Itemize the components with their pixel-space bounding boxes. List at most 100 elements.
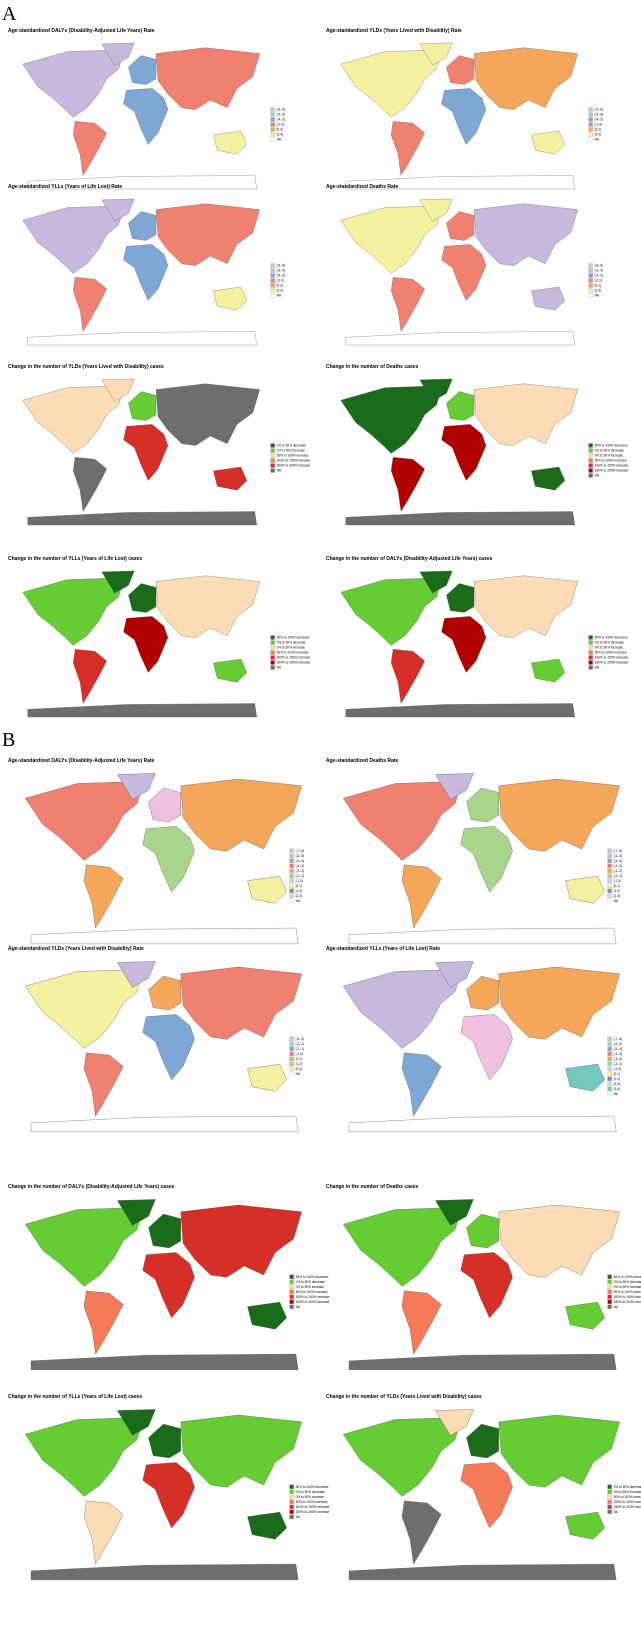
map-title: Change in the number of DALYs (Disabilit… <box>326 556 493 562</box>
legend-swatch <box>588 122 593 127</box>
world-map <box>22 378 260 526</box>
legend-label: 0% to 50% decrease <box>277 444 307 448</box>
legend-label: 150% to 200% increase <box>277 661 311 665</box>
legend-label: [-2,0) <box>595 279 602 283</box>
map-panel: Age-standardized Deaths Rate [-8,-6)[-6,-… <box>326 184 603 346</box>
legend-swatch <box>289 888 294 893</box>
world-map <box>25 1409 302 1581</box>
legend-label: [-6,-5) <box>614 1042 623 1046</box>
country-region <box>72 121 107 176</box>
legend-label: [-2,-1) <box>614 874 623 878</box>
legend-label: [-3,-2) <box>296 1042 305 1046</box>
legend-swatch <box>588 660 593 665</box>
country-region <box>30 1353 299 1371</box>
legend-swatch <box>289 1036 294 1041</box>
country-region <box>435 1199 474 1226</box>
legend-label: [-1,0) <box>296 879 303 883</box>
legend-label: NA <box>296 1072 301 1076</box>
country-region <box>27 511 257 526</box>
country-region <box>473 575 578 638</box>
country-region <box>466 1423 499 1459</box>
legend-swatch <box>270 132 275 137</box>
legend-label: 150% to 200% increase <box>595 661 629 665</box>
legend-swatch <box>588 448 593 453</box>
legend-label: [-1,0) <box>296 1052 303 1056</box>
map-panel: Change in the number of YLLs (Years of L… <box>8 556 311 718</box>
country-region <box>498 966 620 1040</box>
country-region <box>345 703 575 718</box>
map-panel: Age-standardized YLDs (Years Lived with … <box>8 946 305 1133</box>
legend-label: [-3,-2) <box>296 869 305 873</box>
country-region <box>117 1199 156 1226</box>
legend-swatch <box>289 1046 294 1051</box>
legend-label: [-1,0) <box>614 879 621 883</box>
legend-swatch <box>289 858 294 863</box>
world-map <box>343 1199 620 1371</box>
legend-label: 0% to 50% decrease <box>296 1280 326 1284</box>
country-region <box>247 875 287 904</box>
map-title: Change in the number of YLDs (Years Live… <box>326 1394 482 1400</box>
country-region <box>460 1462 513 1529</box>
legend-swatch <box>270 293 275 298</box>
legend-swatch <box>607 1304 612 1309</box>
legend-label: [0,2) <box>595 284 601 288</box>
legend-label: [-5,-4) <box>296 859 305 863</box>
world-map <box>343 773 620 945</box>
legend-swatch <box>270 283 275 288</box>
legend-label: [-3,-2) <box>614 1057 623 1061</box>
country-region <box>340 577 443 646</box>
legend-swatch <box>289 883 294 888</box>
map-title: Change in the number of YLLs (Years of L… <box>8 556 142 562</box>
country-region <box>30 1115 299 1133</box>
country-region <box>142 826 195 893</box>
legend-swatch <box>289 893 294 898</box>
legend-swatch <box>588 655 593 660</box>
country-region <box>473 383 578 446</box>
legend-swatch <box>289 1289 294 1294</box>
legend-label: [-4,-2) <box>595 118 604 122</box>
world-map <box>340 42 578 190</box>
country-region <box>435 961 474 988</box>
country-region <box>441 244 487 301</box>
legend-swatch <box>270 453 275 458</box>
country-region <box>27 175 257 190</box>
legend-label: NA <box>277 138 282 142</box>
legend-swatch <box>289 853 294 858</box>
legend-swatch <box>270 458 275 463</box>
legend-label: [-8,-6) <box>277 264 286 268</box>
legend-swatch <box>607 1294 612 1299</box>
country-region <box>25 1207 145 1287</box>
legend-swatch <box>270 112 275 117</box>
legend-label: 100% to 150% increase <box>277 656 311 660</box>
legend-swatch <box>588 463 593 468</box>
legend-label: [0,2) <box>595 128 601 132</box>
country-region <box>83 1500 124 1565</box>
legend-swatch <box>588 645 593 650</box>
legend-label: 0% to 50% increase <box>277 646 306 650</box>
legend-swatch <box>270 137 275 142</box>
country-region <box>401 1290 442 1355</box>
legend-label: [-8,-6) <box>277 108 286 112</box>
world-map <box>25 1199 302 1371</box>
country-region <box>340 205 443 274</box>
legend-label: NA <box>614 899 619 903</box>
map-title: Age-standardized Deaths Rate <box>326 758 398 764</box>
legend-label: [3,4) <box>614 1087 620 1091</box>
country-region <box>148 1423 181 1459</box>
legend-label: NA <box>614 1305 619 1309</box>
country-region <box>101 378 135 402</box>
legend-label: 50% to 100% decrease <box>595 636 628 640</box>
country-region <box>348 1563 617 1581</box>
country-region <box>25 969 145 1049</box>
country-region <box>155 575 260 638</box>
legend-swatch <box>607 898 612 903</box>
legend-label: NA <box>296 1305 301 1309</box>
legend-label: [1,2) <box>614 889 620 893</box>
legend-swatch <box>607 1061 612 1066</box>
country-region <box>466 787 499 823</box>
legend-label: [-2,0) <box>277 279 284 283</box>
legend-swatch <box>607 868 612 873</box>
country-region <box>247 1301 287 1330</box>
legend-swatch <box>289 1299 294 1304</box>
legend-label: [2,3) <box>296 894 302 898</box>
